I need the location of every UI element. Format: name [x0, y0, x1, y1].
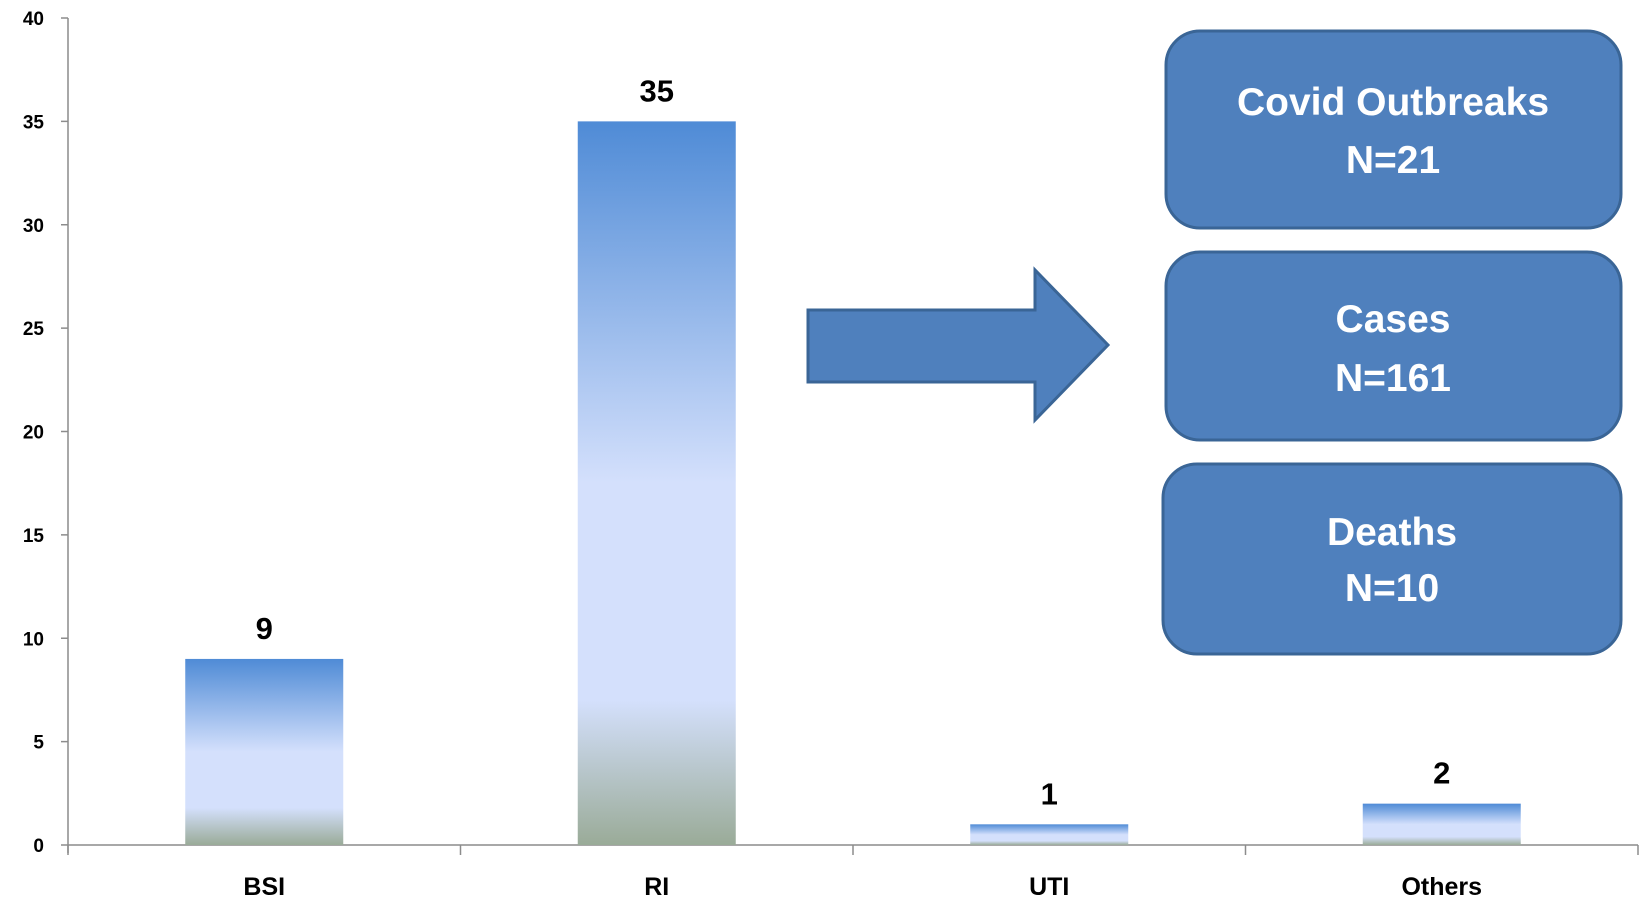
box-value: N=21	[1346, 139, 1440, 182]
box-value: N=161	[1335, 357, 1451, 400]
bar-ri	[577, 121, 736, 845]
box-title: Deaths	[1327, 511, 1457, 554]
box-title: Cases	[1336, 298, 1451, 341]
y-tick-label: 10	[23, 629, 44, 650]
y-tick-label: 30	[23, 216, 44, 237]
deaths-box: Deaths N=10	[1161, 462, 1623, 656]
labels: BSI 9 RI 35 UTI 1 Others 2	[243, 73, 1482, 900]
right-arrow-icon	[806, 266, 1111, 424]
x-category-label: Others	[1401, 873, 1482, 900]
box-title: Covid Outbreaks	[1237, 81, 1549, 124]
covid-outbreaks-box: Covid Outbreaks N=21	[1164, 29, 1623, 230]
y-tick-label: 40	[23, 9, 44, 30]
y-tick-label: 5	[33, 733, 44, 754]
data-label: 35	[640, 73, 674, 108]
data-label: 9	[256, 611, 273, 646]
cases-box: Cases N=161	[1164, 250, 1623, 442]
y-tick-label: 25	[23, 319, 45, 340]
bar-uti	[970, 824, 1129, 845]
y-tick-label: 0	[33, 836, 44, 857]
y-tick-label: 15	[23, 526, 45, 547]
x-category-label: UTI	[1029, 873, 1069, 900]
y-tick-label: 35	[23, 112, 45, 133]
box-value: N=10	[1345, 567, 1439, 610]
x-category-label: BSI	[243, 873, 285, 900]
data-label: 2	[1433, 756, 1450, 791]
bars	[185, 121, 1521, 845]
bar-bsi	[185, 658, 344, 845]
x-category-label: RI	[644, 873, 669, 900]
y-tick-label: 20	[23, 423, 44, 444]
bar-others	[1362, 803, 1521, 845]
data-label: 1	[1041, 776, 1058, 811]
